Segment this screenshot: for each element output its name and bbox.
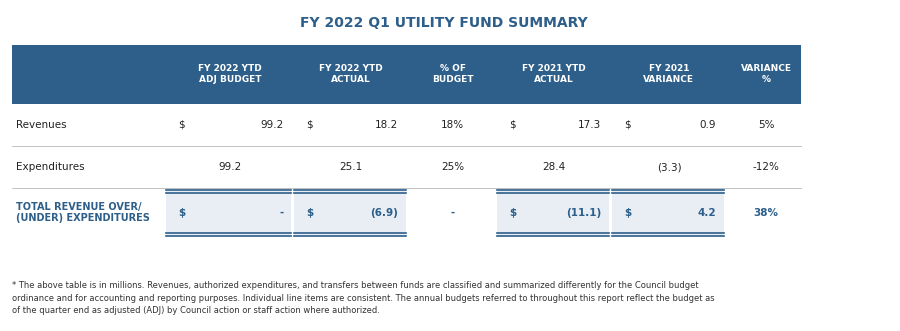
Text: -12%: -12% [752,162,779,172]
Text: -: - [451,208,454,218]
Text: -: - [279,208,284,218]
Text: FY 2022 YTD
ADJ BUDGET: FY 2022 YTD ADJ BUDGET [198,64,262,84]
Text: (3.3): (3.3) [657,162,681,172]
Text: VARIANCE
%: VARIANCE % [741,64,791,84]
Bar [166,188,292,237]
Text: TOTAL REVENUE OVER/
(UNDER) EXPENDITURES: TOTAL REVENUE OVER/ (UNDER) EXPENDITURES [16,202,150,223]
Text: $: $ [509,208,517,218]
Text: 99.2: 99.2 [260,120,284,130]
Text: % OF
BUDGET: % OF BUDGET [432,64,473,84]
Text: 38%: 38% [753,208,778,218]
Text: FY 2021
VARIANCE: FY 2021 VARIANCE [644,64,695,84]
Text: $: $ [178,120,185,130]
Text: 4.2: 4.2 [698,208,716,218]
Text: 18.2: 18.2 [374,120,398,130]
Bar [612,188,724,237]
Text: Expenditures: Expenditures [16,162,85,172]
Text: FY 2022 YTD
ACTUAL: FY 2022 YTD ACTUAL [320,64,383,84]
Text: $: $ [306,208,313,218]
Text: (11.1): (11.1) [566,208,601,218]
Text: $: $ [509,120,516,130]
Text: 25%: 25% [441,162,464,172]
Text: 25.1: 25.1 [339,162,363,172]
Text: FY 2022 Q1 UTILITY FUND SUMMARY: FY 2022 Q1 UTILITY FUND SUMMARY [300,16,588,30]
Bar [12,45,801,104]
Text: 28.4: 28.4 [543,162,566,172]
Bar [497,188,609,237]
Text: $: $ [624,208,631,218]
Text: $: $ [624,120,631,130]
Text: 17.3: 17.3 [578,120,601,130]
Text: $: $ [178,208,185,218]
Text: 18%: 18% [441,120,464,130]
Text: * The above table is in millions. Revenues, authorized expenditures, and transfe: * The above table is in millions. Revenu… [12,281,715,315]
Text: (6.9): (6.9) [370,208,398,218]
Text: FY 2021 YTD
ACTUAL: FY 2021 YTD ACTUAL [522,64,586,84]
Text: Revenues: Revenues [16,120,67,130]
Text: $: $ [306,120,313,130]
Text: 5%: 5% [758,120,774,130]
Text: 99.2: 99.2 [219,162,241,172]
Text: 0.9: 0.9 [699,120,716,130]
Bar [294,188,406,237]
